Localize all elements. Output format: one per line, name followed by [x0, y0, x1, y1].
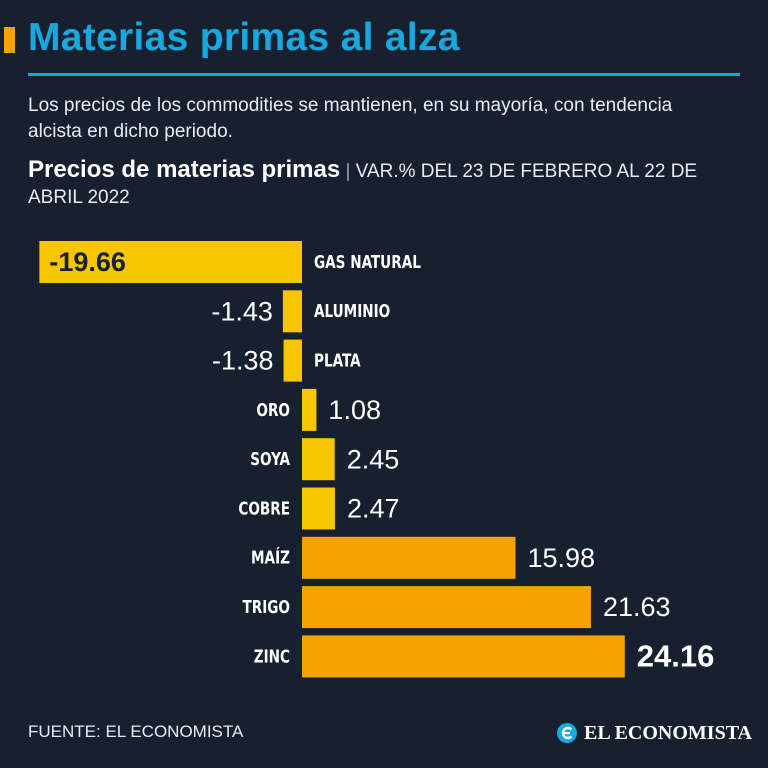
title-divider — [28, 73, 740, 76]
value-label-plata: -1.38 — [212, 346, 274, 376]
page-title: Materias primas al alza — [28, 16, 460, 59]
bar-aluminio — [282, 290, 302, 333]
category-label-zinc: ZINC — [254, 646, 290, 667]
value-label-zinc: 24.16 — [637, 639, 715, 674]
category-label-trigo: TRIGO — [242, 597, 290, 618]
bar-maiz — [302, 536, 516, 579]
value-label-cobre: 2.47 — [347, 494, 400, 524]
category-label-oro: ORO — [256, 400, 290, 421]
brand: EL ECONOMISTA — [556, 720, 752, 746]
bar-soya — [302, 438, 335, 481]
bar-oro — [302, 388, 317, 431]
chart-heading-separator: | — [345, 161, 351, 182]
category-label-gas-natural: GAS NATURAL — [314, 252, 421, 273]
source-note: FUENTE: EL ECONOMISTA — [28, 722, 244, 741]
page-subtitle: Los precios de los commodities se mantie… — [28, 95, 673, 142]
category-label-soya: SOYA — [250, 449, 290, 470]
bar-zinc — [302, 635, 625, 678]
value-label-gas-natural: -19.66 — [49, 247, 126, 277]
bar-plata — [283, 339, 302, 382]
value-label-oro: 1.08 — [328, 395, 381, 425]
bar-trigo — [302, 586, 591, 629]
value-label-maiz: 15.98 — [527, 543, 595, 573]
brand-name: EL ECONOMISTA — [584, 721, 752, 744]
category-label-cobre: COBRE — [238, 498, 290, 519]
title-accent-mark — [4, 27, 15, 53]
el-economista-logo-icon — [557, 723, 577, 743]
category-label-plata: PLATA — [314, 350, 361, 371]
bar-cobre — [302, 487, 335, 530]
chart-title: Precios de materias primas — [28, 156, 341, 183]
chart-subtitle: VAR.% DEL 23 DE FEBRERO AL 22 DE ABRIL 2… — [28, 161, 698, 208]
value-label-trigo: 21.63 — [603, 592, 671, 622]
chart-heading: Precios de materias primas | VAR.% DEL 2… — [28, 157, 748, 211]
value-label-soya: 2.45 — [347, 444, 400, 474]
bar-gas-natural — [39, 241, 302, 283]
category-label-aluminio: ALUMINIO — [314, 301, 390, 322]
category-label-maiz: MAÍZ — [251, 547, 290, 568]
value-label-aluminio: -1.43 — [211, 296, 273, 326]
